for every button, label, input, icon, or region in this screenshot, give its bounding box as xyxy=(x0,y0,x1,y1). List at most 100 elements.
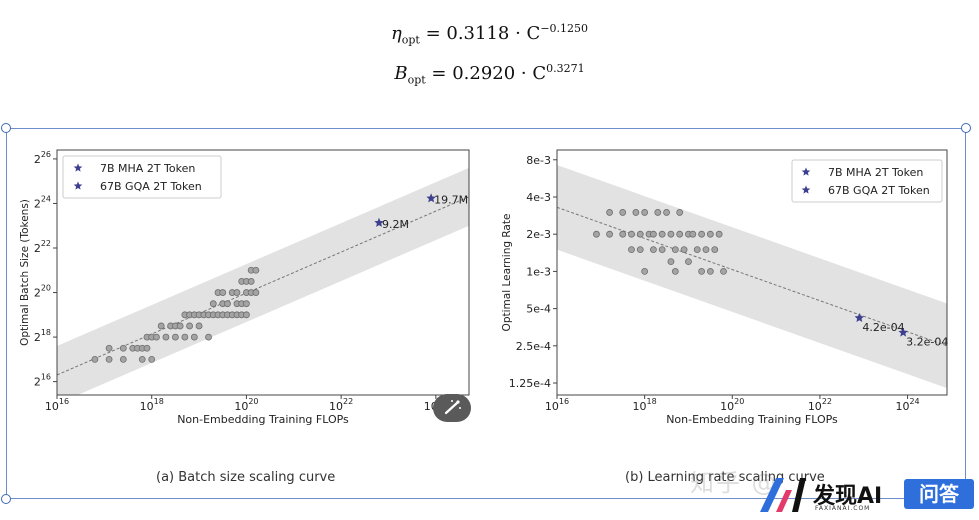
chart-b-point xyxy=(715,230,723,238)
chart-b-y-tick-label: 2e-3 xyxy=(526,228,551,241)
chart-b-x-tick-label: 1020 xyxy=(720,397,744,413)
chart-a-point xyxy=(153,333,160,341)
chart-b-y-tick-label: 1e-3 xyxy=(526,265,551,278)
resize-handle-top-left[interactable] xyxy=(1,123,11,133)
chart-a-y-tick-label: 220 xyxy=(34,284,51,300)
chart-b-y-axis-label: Optimal Learning Rate xyxy=(501,214,513,332)
chart-b-frame xyxy=(556,149,948,396)
chart-a-y-tick-label: 224 xyxy=(34,194,51,210)
formula-b-rhs: = 0.2920 · C xyxy=(431,63,547,84)
formula-b-sub: opt xyxy=(407,73,426,87)
chart-a-point xyxy=(138,355,146,363)
chart-b-point xyxy=(593,230,600,238)
chart-a-plot-area xyxy=(57,167,469,395)
chart-b-point xyxy=(641,268,649,275)
chart-b-point xyxy=(702,246,710,254)
chart-b-x-axis-label: Non-Embedding Training FLOPs xyxy=(666,413,838,426)
chart-b-point xyxy=(671,268,679,275)
chart-a-point xyxy=(105,355,113,363)
chart-a-legend-entry: 67B GQA 2T Token xyxy=(100,180,202,193)
formula-eta-sub: opt xyxy=(401,33,420,47)
chart-a-point xyxy=(143,344,151,352)
faxianai-logo-icon xyxy=(760,478,806,512)
chart-a-point xyxy=(181,333,189,341)
chart-a-point xyxy=(247,278,255,285)
chart-a-y-tick-label: 226 xyxy=(34,150,51,166)
chart-a-y-tick-label: 222 xyxy=(34,239,51,255)
chart-b-point xyxy=(685,258,692,266)
chart-b-y-tick-label: 2.5e-4 xyxy=(516,340,551,353)
chart-b-x-tick-label: 1018 xyxy=(633,397,657,413)
chart-b-data-label: 4.2e-04 xyxy=(862,321,904,334)
chart-b-y-tick-label: 4e-3 xyxy=(526,191,551,204)
chart-a-point xyxy=(148,355,156,363)
chart-b-x-tick-label: 1016 xyxy=(545,397,569,413)
chart-b-y-tick-label: 5e-4 xyxy=(526,303,551,316)
chart-b-point xyxy=(632,209,640,216)
chart-a-frame xyxy=(56,149,470,396)
chart-b-point xyxy=(658,230,666,238)
magic-wand-icon xyxy=(444,400,461,415)
chart-a-point xyxy=(186,322,193,330)
chart-b-star-marker xyxy=(854,313,865,322)
chart-b-legend xyxy=(791,159,943,203)
chart-a-point xyxy=(205,333,212,341)
chart-b-point xyxy=(606,230,613,238)
chart-a-point xyxy=(176,322,184,330)
chart-a-point xyxy=(252,289,260,296)
chart-b-point xyxy=(650,246,657,254)
chart-a-x-tick-label: 1022 xyxy=(329,397,353,413)
chart-a-point xyxy=(105,344,113,352)
chart-b-legend-entry: 7B MHA 2T Token xyxy=(828,166,923,179)
chart-b-point xyxy=(663,209,670,216)
edit-image-button[interactable] xyxy=(433,394,471,422)
chart-b-point xyxy=(698,268,706,275)
chart-b-fit-line xyxy=(557,206,947,347)
chart-b-point xyxy=(628,230,635,238)
chart-b-point xyxy=(628,246,635,254)
resize-handle-top-right[interactable] xyxy=(961,123,971,133)
chart-a-point xyxy=(157,322,165,330)
chart-b-point xyxy=(667,230,675,238)
chart-b-point xyxy=(711,246,719,254)
chart-b-point xyxy=(667,258,675,266)
formula-eta-opt: ηopt = 0.3118 · C−0.1250 xyxy=(0,22,979,47)
formula-b-opt: Bopt = 0.2920 · C0.3271 xyxy=(0,62,979,87)
chart-b-x-tick-label: 1024 xyxy=(895,397,919,413)
chart-b-point xyxy=(619,230,627,238)
chart-a-point xyxy=(119,344,127,352)
chart-b-point xyxy=(676,230,684,238)
chart-a-point xyxy=(209,300,217,308)
chart-a-x-tick-label: 1018 xyxy=(140,397,164,413)
faxianai-logo-text: 发现AI xyxy=(813,484,883,509)
chart-a-point xyxy=(171,333,179,341)
image-selection-frame[interactable] xyxy=(6,128,966,499)
chart-b-point xyxy=(693,246,701,254)
chart-a-point xyxy=(219,289,227,296)
chart-a-point xyxy=(195,322,203,330)
chart-a-legend-star-icon xyxy=(73,181,83,190)
chart-b-point xyxy=(680,246,688,254)
chart-b-plot-area xyxy=(557,164,947,389)
chart-b-point xyxy=(636,230,644,238)
chart-a-legend-star-icon xyxy=(73,163,83,172)
chart-b-point xyxy=(706,268,714,275)
chart-a-y-tick-label: 218 xyxy=(34,328,51,344)
chart-b-point xyxy=(636,246,644,254)
chart-a-x-tick-label: 1020 xyxy=(234,397,258,413)
chart-b-point xyxy=(671,246,679,254)
chart-b-point xyxy=(650,230,657,238)
chart-a-data-label: 9.2M xyxy=(382,218,409,231)
chart-b-legend-star-icon xyxy=(801,167,811,176)
chart-b-star-marker xyxy=(898,327,908,337)
chart-b-point xyxy=(689,230,697,238)
chart-a-confidence-band xyxy=(57,167,469,395)
chart-b-point xyxy=(641,209,649,216)
chart-b-legend-star-icon xyxy=(801,185,811,194)
chart-b-legend-entry: 67B GQA 2T Token xyxy=(828,184,930,197)
chart-b-point xyxy=(676,209,684,216)
chart-a-point xyxy=(233,289,241,296)
resize-handle-bottom-left[interactable] xyxy=(1,494,11,504)
chart-a-y-tick-label: 216 xyxy=(34,373,51,389)
zhihu-watermark: 知乎 @ xyxy=(690,469,778,497)
